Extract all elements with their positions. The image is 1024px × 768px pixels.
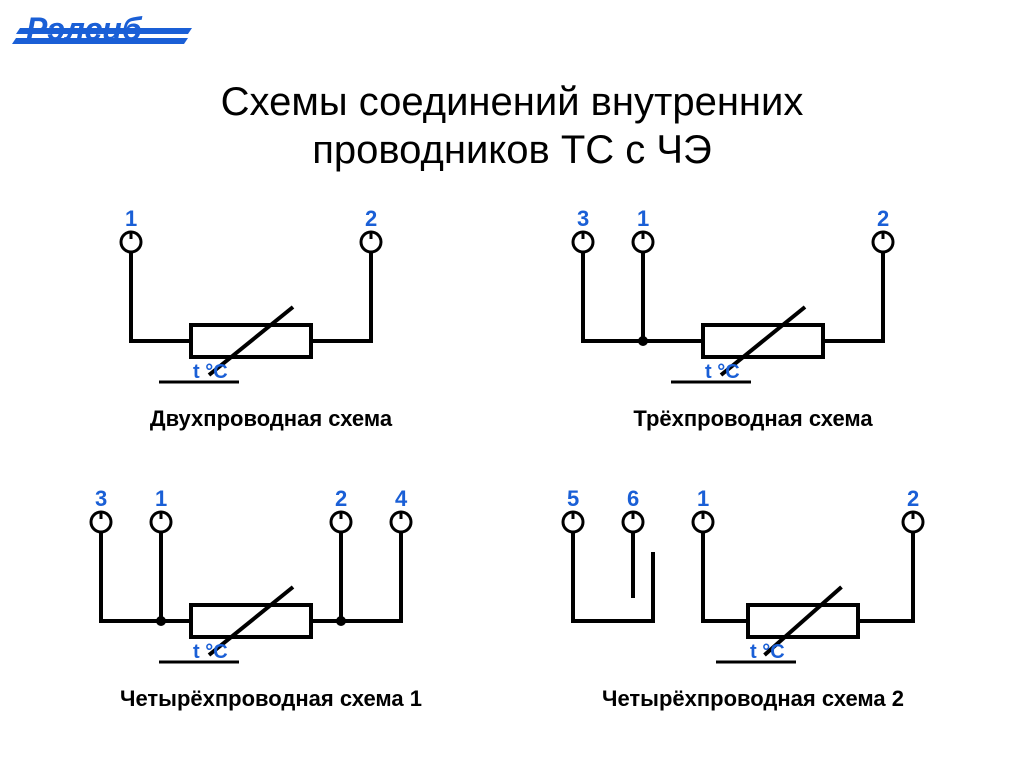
svg-text:2: 2 [907, 486, 919, 511]
svg-text:3: 3 [577, 206, 589, 231]
caption-two-wire: Двухпроводная схема [150, 406, 392, 432]
svg-text:3: 3 [95, 486, 107, 511]
diagram-three-wire: 3 1 2 t °C [523, 200, 983, 400]
cell-four-wire-1: 3 1 2 4 t °C Четырёхпроводная схема 1 [40, 480, 502, 740]
svg-text:6: 6 [627, 486, 639, 511]
caption-four-wire-1: Четырёхпроводная схема 1 [120, 686, 422, 712]
svg-text:1: 1 [637, 206, 649, 231]
logo: Рэлсиб [12, 10, 207, 57]
svg-text:2: 2 [877, 206, 889, 231]
title-line-1: Схемы соединений внутренних [221, 80, 804, 124]
page-title: Схемы соединений внутренних проводников … [0, 78, 1024, 174]
cell-three-wire: 3 1 2 t °C Трёхпроводная схема [522, 200, 984, 460]
caption-four-wire-2: Четырёхпроводная схема 2 [602, 686, 904, 712]
svg-text:t °C: t °C [193, 641, 228, 663]
svg-text:2: 2 [365, 206, 377, 231]
svg-text:5: 5 [567, 486, 579, 511]
diagram-four-wire-2: 5 6 1 2 t °C [523, 480, 983, 680]
svg-text:1: 1 [155, 486, 167, 511]
title-line-2: проводников ТС с ЧЭ [312, 128, 712, 172]
caption-three-wire: Трёхпроводная схема [633, 406, 872, 432]
logo-text: Рэлсиб [26, 11, 143, 47]
svg-text:4: 4 [395, 486, 408, 511]
svg-text:1: 1 [125, 206, 137, 231]
diagram-grid: 1 2 t °C Двухпроводная схема 3 1 2 t °C Трёхп… [40, 200, 984, 740]
svg-text:2: 2 [335, 486, 347, 511]
diagram-two-wire: 1 2 t °C [41, 200, 501, 400]
cell-four-wire-2: 5 6 1 2 t °C Четырёхпроводная схема 2 [522, 480, 984, 740]
svg-text:t °C: t °C [193, 361, 228, 383]
svg-text:t °C: t °C [750, 641, 785, 663]
svg-text:1: 1 [697, 486, 709, 511]
svg-text:t °C: t °C [705, 361, 740, 383]
diagram-four-wire-1: 3 1 2 4 t °C [41, 480, 501, 680]
cell-two-wire: 1 2 t °C Двухпроводная схема [40, 200, 502, 460]
